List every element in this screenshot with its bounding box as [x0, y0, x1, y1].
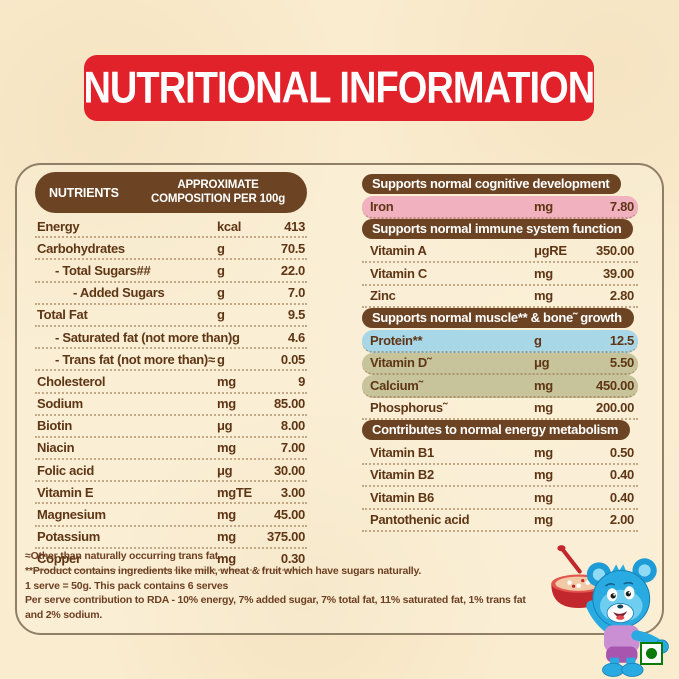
table-row: - Saturated fat (not more than) g 4.6	[35, 327, 307, 350]
table-row: - Trans fat (not more than)≈ g 0.05	[35, 349, 307, 372]
table-row: Zinc mg 2.80	[362, 286, 638, 308]
nutrients-table-header: NUTRIENTS APPROXIMATE COMPOSITION PER 10…	[35, 172, 307, 213]
table-row: Pantothenic acid mg 2.00	[362, 510, 638, 532]
table-row: Biotin μg 8.00	[35, 416, 307, 438]
table-row: Magnesium mg 45.00	[35, 504, 307, 527]
table-row: Calcium˜ mg 450.00	[362, 375, 638, 398]
table-row: Copper mg 0.30	[35, 549, 307, 571]
table-row: Total Fat g 9.5	[35, 305, 307, 327]
footnote: Per serve contribution to RDA - 10% ener…	[25, 594, 526, 622]
footnotes: ≈Other than naturally occurring trans fa…	[25, 549, 537, 623]
table-row: Vitamin B1 mg 0.50	[362, 442, 638, 465]
nutrients-table: NUTRIENTS APPROXIMATE COMPOSITION PER 10…	[35, 172, 307, 571]
table-row: Cholesterol mg 9	[35, 371, 307, 394]
footnote: ≈Other than naturally occurring trans fa…	[25, 550, 221, 562]
footnote: **Product contains ingredients like milk…	[25, 564, 422, 577]
header-composition: APPROXIMATE COMPOSITION PER 100g	[150, 178, 286, 205]
table-row: Niacin mg 7.00	[35, 438, 307, 461]
table-row: Vitamin B6 mg 0.40	[362, 487, 638, 510]
bear-body-icon	[602, 625, 669, 677]
table-row: Vitamin B2 mg 0.40	[362, 465, 638, 487]
table-row: Potassium mg 375.00	[35, 527, 307, 549]
header-nutrients: NUTRIENTS	[49, 185, 119, 200]
table-row: Sodium mg 85.00	[35, 394, 307, 416]
page-title: NUTRITIONAL INFORMATION	[83, 62, 596, 113]
nutrients-rows: Energy kcal 413 Carbohydrates g 70.5 - Total…	[35, 216, 307, 571]
table-row: Iron mg 7.80	[362, 196, 638, 219]
table-row: - Added Sugars g 7.0	[35, 283, 307, 305]
benefits-column: Supports normal cognitive development Ir…	[362, 174, 638, 532]
teddy-bear-mascot	[551, 545, 669, 677]
table-row: Vitamin D˜ μg 5.50	[362, 352, 638, 375]
section-heading: Contributes to normal energy metabolism	[362, 420, 638, 440]
vegetarian-mark-icon	[640, 642, 663, 665]
table-row: Protein** g 12.5	[362, 330, 638, 353]
bear-head-icon	[592, 564, 651, 628]
table-row: Folic acid μg 30.00	[35, 460, 307, 483]
title-banner: NUTRITIONAL INFORMATION	[83, 55, 596, 121]
section-heading: Supports normal muscle** & bone˜ growth	[362, 308, 638, 328]
table-row: Carbohydrates g 70.5	[35, 238, 307, 261]
section-heading: Supports normal cognitive development	[362, 174, 638, 194]
spoon-icon	[557, 545, 582, 574]
section-heading: Supports normal immune system function	[362, 218, 638, 239]
table-row: Energy kcal 413	[35, 216, 307, 239]
table-row: - Total Sugars## g 22.0	[35, 260, 307, 283]
nutrition-panel	[15, 163, 664, 635]
footnote: 1 serve = 50g. This pack contains 6 serv…	[25, 579, 229, 592]
table-row: Phosphorus˜ mg 200.00	[362, 398, 638, 420]
